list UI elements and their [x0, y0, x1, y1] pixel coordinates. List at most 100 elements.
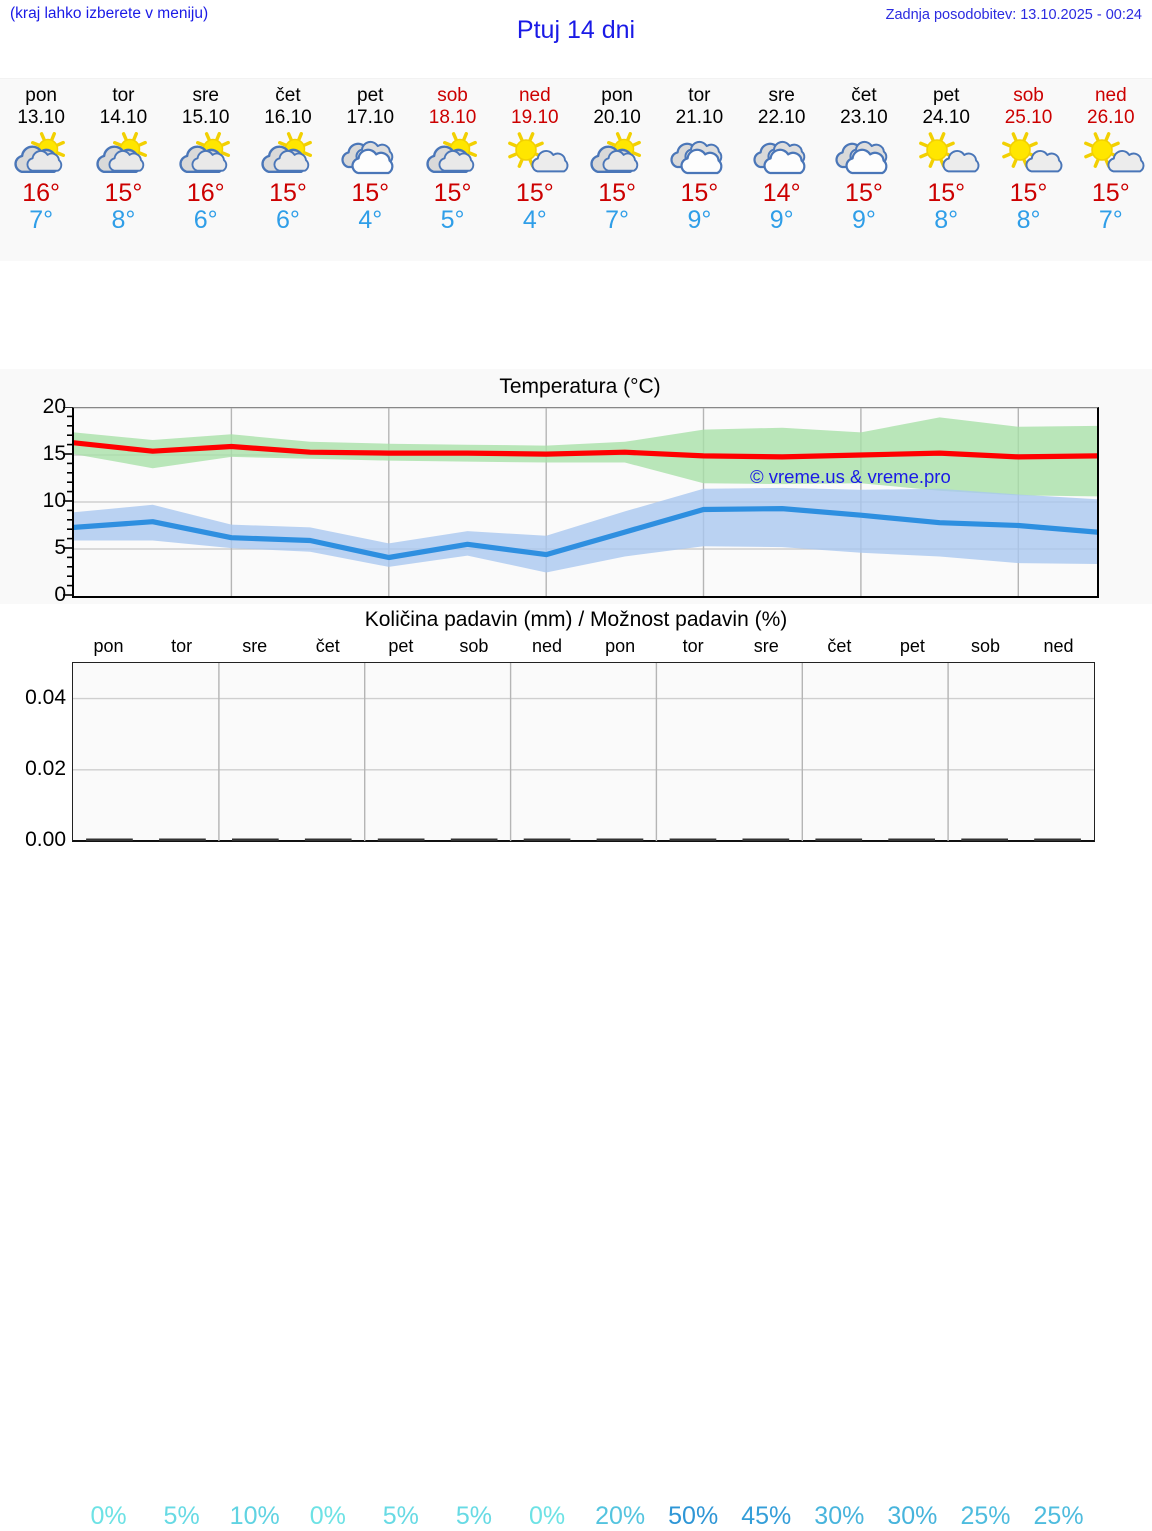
- precipitation-day-label: tor: [682, 636, 704, 656]
- day-temp-min: 8°: [111, 206, 136, 234]
- precipitation-day-label: sre: [753, 636, 779, 656]
- temperature-y-tick-label: 10: [42, 489, 66, 512]
- precipitation-probability-label: 30%: [814, 1502, 865, 1530]
- temperature-chart-panel: Temperatura (°C) 0 5 10 15 20: [0, 369, 1152, 606]
- precipitation-day-label: ned: [1043, 636, 1074, 656]
- day-temp-max: 15°: [269, 179, 307, 207]
- precipitation-probability-label: 5%: [455, 1502, 492, 1530]
- temperature-series-svg: [74, 408, 1097, 596]
- precipitation-day-label: pet: [388, 636, 414, 656]
- day-forecast-column[interactable]: čet 23.10 15° 9°: [823, 79, 905, 261]
- cloudy-icon: [334, 132, 406, 178]
- precipitation-probability-label: 5%: [382, 1502, 419, 1530]
- sun-with-small-cloud-icon: [1075, 132, 1147, 178]
- day-date: 26.10: [1087, 107, 1135, 128]
- precipitation-day-label: ned: [531, 636, 563, 656]
- precipitation-probability-label: 30%: [887, 1502, 938, 1530]
- day-name: čet: [851, 85, 877, 106]
- day-name: tor: [112, 85, 135, 106]
- day-temp-min: 4°: [522, 206, 547, 234]
- day-forecast-column[interactable]: čet 16.10 15° 6°: [247, 79, 329, 261]
- day-forecast-column[interactable]: pet 24.10 15° 8°: [905, 79, 987, 261]
- day-temp-max: 15°: [515, 179, 554, 207]
- day-date: 22.10: [757, 107, 806, 128]
- temperature-plot-area: [72, 407, 1099, 598]
- sun-with-small-cloud-icon: [993, 132, 1065, 178]
- precipitation-probability-label: 0%: [90, 1502, 127, 1530]
- day-temp-max: 15°: [433, 179, 472, 207]
- temperature-chart-title: Temperatura (°C): [499, 375, 661, 398]
- precipitation-day-label: sob: [459, 636, 489, 656]
- day-temp-min: 5°: [440, 206, 465, 234]
- precipitation-y-tick-label: 0.04: [25, 685, 66, 709]
- day-temp-max: 14°: [762, 179, 801, 207]
- sun-with-small-cloud-icon: [910, 132, 982, 178]
- sun-behind-cloud-icon: [252, 132, 324, 178]
- day-temp-max: 15°: [104, 179, 143, 207]
- day-temp-max: 16°: [186, 179, 225, 207]
- day-forecast-column[interactable]: sre 22.10 14° 9°: [741, 79, 823, 261]
- cloudy-icon: [746, 132, 818, 178]
- precipitation-plot-area: [72, 662, 1095, 842]
- precipitation-day-label: čet: [827, 636, 852, 656]
- day-name: pon: [25, 85, 57, 106]
- day-forecast-column[interactable]: sob 18.10 15° 5°: [411, 79, 493, 261]
- day-name: sob: [437, 85, 468, 106]
- day-temp-min: 4°: [358, 206, 383, 234]
- precipitation-chart-panel: Količina padavin (mm) / Možnost padavin …: [0, 604, 1152, 1530]
- day-forecast-column[interactable]: pet 17.10 15° 4°: [329, 79, 411, 261]
- sun-with-small-cloud-icon: [499, 132, 571, 178]
- page-header: (kraj lahko izberete v meniju) Ptuj 14 d…: [0, 0, 1152, 78]
- day-temp-min: 8°: [934, 206, 959, 234]
- precipitation-y-tick-label: 0.00: [25, 828, 66, 851]
- day-temp-min: 7°: [29, 206, 54, 234]
- watermark-text: © vreme.us & vreme.pro: [750, 466, 951, 487]
- day-temp-max: 15°: [927, 179, 966, 207]
- day-temp-max: 15°: [1009, 179, 1048, 207]
- temperature-y-tick-label: 0: [54, 583, 66, 606]
- day-forecast-column[interactable]: ned 19.10 15° 4°: [494, 79, 576, 261]
- precipitation-chart-title: Količina padavin (mm) / Možnost padavin …: [364, 608, 788, 631]
- day-name: ned: [1094, 85, 1127, 106]
- precipitation-probability-label: 25%: [1033, 1502, 1084, 1530]
- precipitation-day-label: sre: [242, 636, 268, 656]
- day-temp-max: 15°: [680, 179, 719, 207]
- temperature-axis-ticks: [63, 407, 72, 596]
- precipitation-day-label: pon: [93, 636, 124, 656]
- day-name: sre: [768, 85, 795, 106]
- day-date: 14.10: [99, 107, 148, 128]
- spacer: [0, 261, 1152, 369]
- day-forecast-column[interactable]: sre 15.10 16° 6°: [165, 79, 247, 261]
- day-name: sre: [192, 85, 219, 106]
- cloudy-icon: [663, 132, 735, 178]
- day-name: čet: [275, 85, 301, 106]
- day-date: 24.10: [922, 107, 970, 128]
- day-date: 23.10: [840, 107, 888, 128]
- day-forecast-column[interactable]: pon 20.10 15° 7°: [576, 79, 658, 261]
- day-forecast-column[interactable]: ned 26.10 15° 7°: [1070, 79, 1152, 261]
- day-temp-max: 15°: [351, 179, 390, 207]
- precipitation-probability-label: 50%: [668, 1502, 719, 1530]
- sun-behind-cloud-icon: [417, 132, 489, 178]
- last-update-text: Zadnja posodobitev: 13.10.2025 - 00:24: [885, 7, 1142, 23]
- day-temp-min: 7°: [1098, 206, 1123, 234]
- precipitation-day-label: sob: [970, 636, 1000, 656]
- day-temp-max: 16°: [22, 179, 61, 207]
- day-forecast-column[interactable]: tor 14.10 15° 8°: [82, 79, 164, 261]
- day-temp-min: 9°: [769, 206, 794, 234]
- sun-behind-cloud-icon: [170, 132, 242, 178]
- day-name: pet: [933, 85, 960, 106]
- day-temp-min: 6°: [276, 206, 300, 234]
- day-forecast-column[interactable]: sob 25.10 15° 8°: [987, 79, 1069, 261]
- precipitation-day-label: pon: [605, 636, 636, 656]
- day-date: 13.10: [17, 107, 65, 128]
- day-forecast-column[interactable]: pon 13.10 16° 7°: [0, 79, 82, 261]
- precipitation-probability-label: 0%: [309, 1502, 346, 1530]
- precipitation-day-label: pet: [899, 636, 925, 656]
- day-forecast-column[interactable]: tor 21.10 15° 9°: [658, 79, 740, 261]
- precipitation-bars-svg: [73, 663, 1094, 841]
- precipitation-probability-label: 25%: [960, 1502, 1011, 1530]
- day-temp-min: 8°: [1016, 206, 1041, 234]
- day-date: 18.10: [428, 107, 477, 128]
- precipitation-probability-label: 10%: [229, 1502, 280, 1530]
